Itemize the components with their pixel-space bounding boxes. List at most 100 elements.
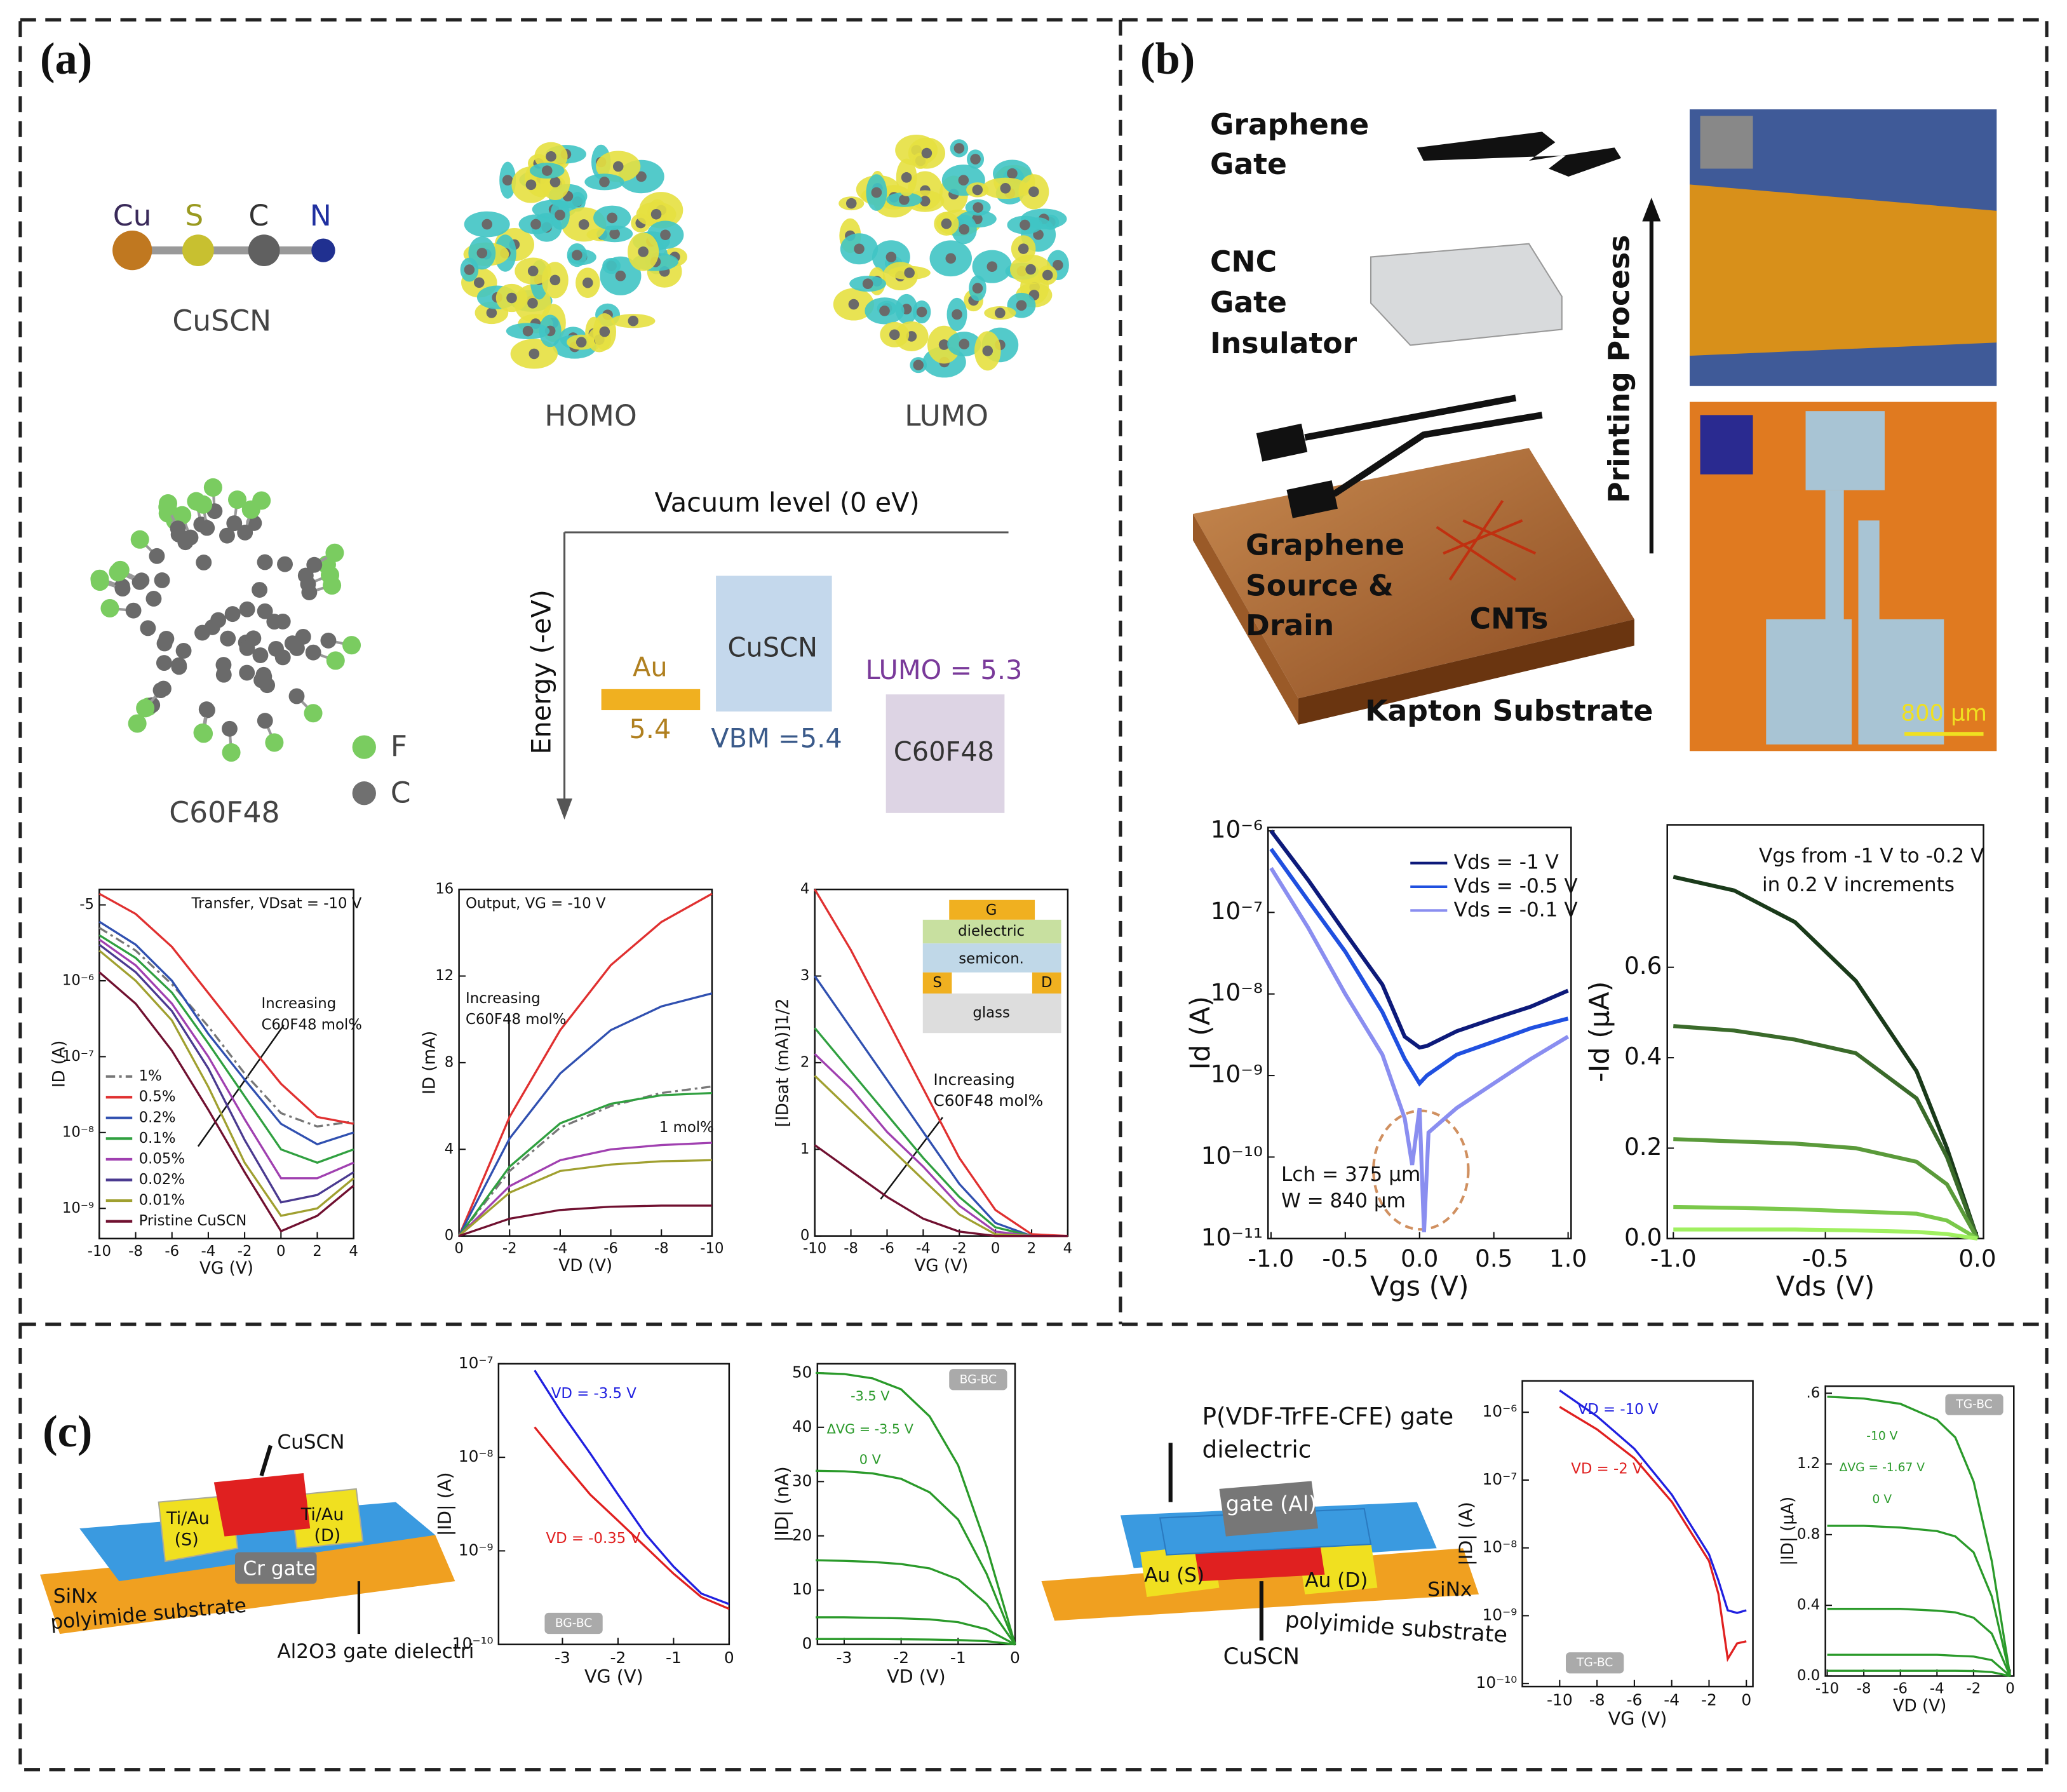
x-axis-label: VG (V)	[199, 1259, 253, 1278]
series-line	[98, 950, 354, 1217]
level-label: Au	[633, 652, 668, 683]
tag-box	[544, 1612, 603, 1634]
label: CuSCN	[277, 1431, 344, 1453]
label: (S)	[175, 1530, 199, 1549]
x-tick-label: 4	[349, 1243, 358, 1260]
y-tick-label: 1	[800, 1141, 810, 1157]
atom-label: C	[248, 199, 269, 232]
label: Graphene	[1210, 108, 1369, 142]
y-tick-label: 0.0	[1797, 1667, 1820, 1684]
x-tick-label: -10	[803, 1241, 826, 1257]
annotation: 1 mol%	[659, 1119, 714, 1136]
atom	[638, 246, 649, 257]
atom	[306, 556, 323, 573]
electrode	[289, 1488, 364, 1549]
label: dielectric	[1202, 1435, 1312, 1463]
atom	[612, 161, 624, 172]
series-line	[534, 1370, 730, 1605]
atom	[615, 271, 626, 281]
atom	[486, 307, 497, 318]
series-line	[98, 934, 354, 1164]
atom	[879, 306, 890, 316]
atom	[650, 208, 662, 220]
legend-label: 0.5%	[139, 1089, 176, 1105]
atom	[252, 582, 268, 598]
x-tick-label: -1.0	[1248, 1244, 1294, 1272]
atom	[599, 326, 610, 337]
label: gate (Al)	[1226, 1491, 1317, 1516]
y-tick-label: 10⁻¹⁰	[1201, 1142, 1263, 1169]
layer	[922, 943, 1061, 973]
atom	[599, 177, 610, 187]
chart: -10 -8 -6 -4 -2 0 2 4 0 1 2 3 4 VG (V) [IDsat (mA)]1/2…	[773, 881, 1072, 1276]
atom	[268, 640, 284, 657]
gate-print	[1417, 131, 1622, 177]
annotation: Increasing	[466, 990, 541, 1007]
tag: TG-BC	[1955, 1398, 1992, 1411]
atom	[660, 229, 671, 241]
atom	[156, 655, 172, 671]
x-tick-label: -2	[893, 1648, 909, 1667]
atom	[320, 565, 340, 584]
label: Au (S)	[1144, 1564, 1204, 1587]
y-axis-label: |ID| (nA)	[771, 1466, 793, 1542]
layer-label: glass	[973, 1005, 1010, 1021]
atom	[871, 187, 882, 198]
atom	[325, 543, 344, 562]
atom	[311, 238, 335, 262]
atom	[901, 172, 912, 183]
atom	[607, 212, 617, 224]
y-tick-label: 10⁻⁹	[459, 1540, 494, 1559]
legend-label: 0.05%	[139, 1150, 185, 1167]
y-tick-label: 10⁻⁶	[1482, 1402, 1517, 1420]
atom	[845, 198, 857, 209]
atom	[222, 720, 238, 737]
x-tick-label: -2	[1701, 1690, 1717, 1709]
x-axis-label: VD (V)	[887, 1666, 946, 1687]
layer	[922, 919, 1061, 944]
outer-border	[18, 18, 2049, 1772]
substrate-edge	[1298, 619, 1634, 725]
label: Kapton Substrate	[1365, 694, 1653, 728]
atom	[628, 315, 639, 327]
annotation: Increasing	[261, 995, 336, 1012]
x-tick-label: -2	[610, 1648, 626, 1667]
label: Gate	[1210, 147, 1287, 181]
series-line	[1269, 830, 1569, 1050]
y-axis-label: |ID| (µA)	[1779, 1497, 1798, 1566]
molecule-label: CuSCN	[172, 304, 271, 338]
atom	[239, 664, 255, 681]
y-tick-label: 10⁻¹⁰	[1476, 1673, 1518, 1692]
series-line	[98, 893, 354, 1125]
layer-label: D	[1041, 974, 1053, 991]
y-axis-label: |ID| (A)	[1455, 1502, 1476, 1566]
x-tick-label: 1.0	[1549, 1244, 1587, 1272]
tag: BG-BC	[555, 1617, 593, 1630]
y-tick-label: 0.4	[1624, 1042, 1662, 1070]
x-tick-label: -2	[1967, 1680, 1981, 1697]
atom	[277, 556, 293, 572]
panel-borders	[18, 18, 2049, 1772]
atom	[576, 337, 587, 348]
series-line	[1673, 1227, 1978, 1241]
atom	[203, 478, 222, 497]
y-tick-label: 4	[800, 881, 810, 898]
series-line	[1559, 1389, 1747, 1614]
y-tick-label: 10⁻⁶	[62, 972, 94, 988]
y-tick-label: 12	[435, 967, 454, 984]
cuscn-layer	[213, 1473, 311, 1537]
chart: -10 -8 -6 -4 -2 0 0.0 0.4 0.8 1.2 .6 VD (V) |ID| (µA…	[1779, 1385, 2015, 1716]
annotation: -10 V	[1866, 1429, 1897, 1443]
device-line	[1858, 520, 1880, 626]
series-line	[814, 1144, 1068, 1237]
series-line	[1673, 875, 1979, 1239]
y-tick-label: 16	[435, 881, 454, 898]
x-tick-label: -10	[1815, 1680, 1839, 1697]
x-tick-label: -1	[666, 1648, 682, 1667]
atom	[175, 643, 192, 659]
y-axis-label: Id (A)	[1185, 996, 1216, 1070]
legend-label: Vds = -0.5 V	[1454, 875, 1579, 898]
x-axis-label: VG (V)	[584, 1666, 643, 1687]
chart: -10 -8 -6 -4 -2 0 2 4 -5 10⁻⁶ 10⁻⁷ 10⁻⁸ 10⁻⁹ VG (V) ID…	[50, 888, 362, 1278]
series-line	[1827, 1654, 2011, 1677]
